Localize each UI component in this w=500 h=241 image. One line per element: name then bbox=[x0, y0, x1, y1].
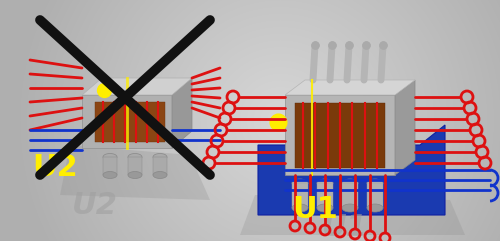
Ellipse shape bbox=[103, 172, 117, 179]
Polygon shape bbox=[82, 95, 172, 148]
Polygon shape bbox=[128, 157, 142, 175]
Ellipse shape bbox=[153, 172, 167, 179]
Polygon shape bbox=[292, 183, 308, 208]
Polygon shape bbox=[172, 78, 192, 148]
Polygon shape bbox=[342, 183, 358, 208]
Ellipse shape bbox=[128, 154, 142, 161]
Text: U2: U2 bbox=[32, 154, 78, 182]
Polygon shape bbox=[60, 145, 210, 200]
Ellipse shape bbox=[342, 204, 358, 212]
Polygon shape bbox=[367, 183, 383, 208]
Polygon shape bbox=[103, 157, 117, 175]
Text: U2: U2 bbox=[72, 190, 118, 220]
Polygon shape bbox=[82, 78, 192, 95]
Ellipse shape bbox=[103, 154, 117, 161]
Polygon shape bbox=[285, 80, 415, 95]
Polygon shape bbox=[395, 80, 415, 175]
Ellipse shape bbox=[317, 179, 333, 187]
Polygon shape bbox=[258, 125, 445, 215]
Polygon shape bbox=[95, 102, 165, 142]
Text: U1: U1 bbox=[322, 214, 368, 241]
Ellipse shape bbox=[367, 179, 383, 187]
Polygon shape bbox=[317, 183, 333, 208]
Ellipse shape bbox=[292, 204, 308, 212]
Polygon shape bbox=[295, 103, 385, 168]
Ellipse shape bbox=[292, 179, 308, 187]
Ellipse shape bbox=[342, 179, 358, 187]
Ellipse shape bbox=[367, 204, 383, 212]
Polygon shape bbox=[240, 195, 465, 235]
Ellipse shape bbox=[317, 204, 333, 212]
Polygon shape bbox=[285, 95, 395, 175]
Ellipse shape bbox=[153, 154, 167, 161]
Text: U1: U1 bbox=[292, 195, 338, 225]
Polygon shape bbox=[153, 157, 167, 175]
Ellipse shape bbox=[128, 172, 142, 179]
